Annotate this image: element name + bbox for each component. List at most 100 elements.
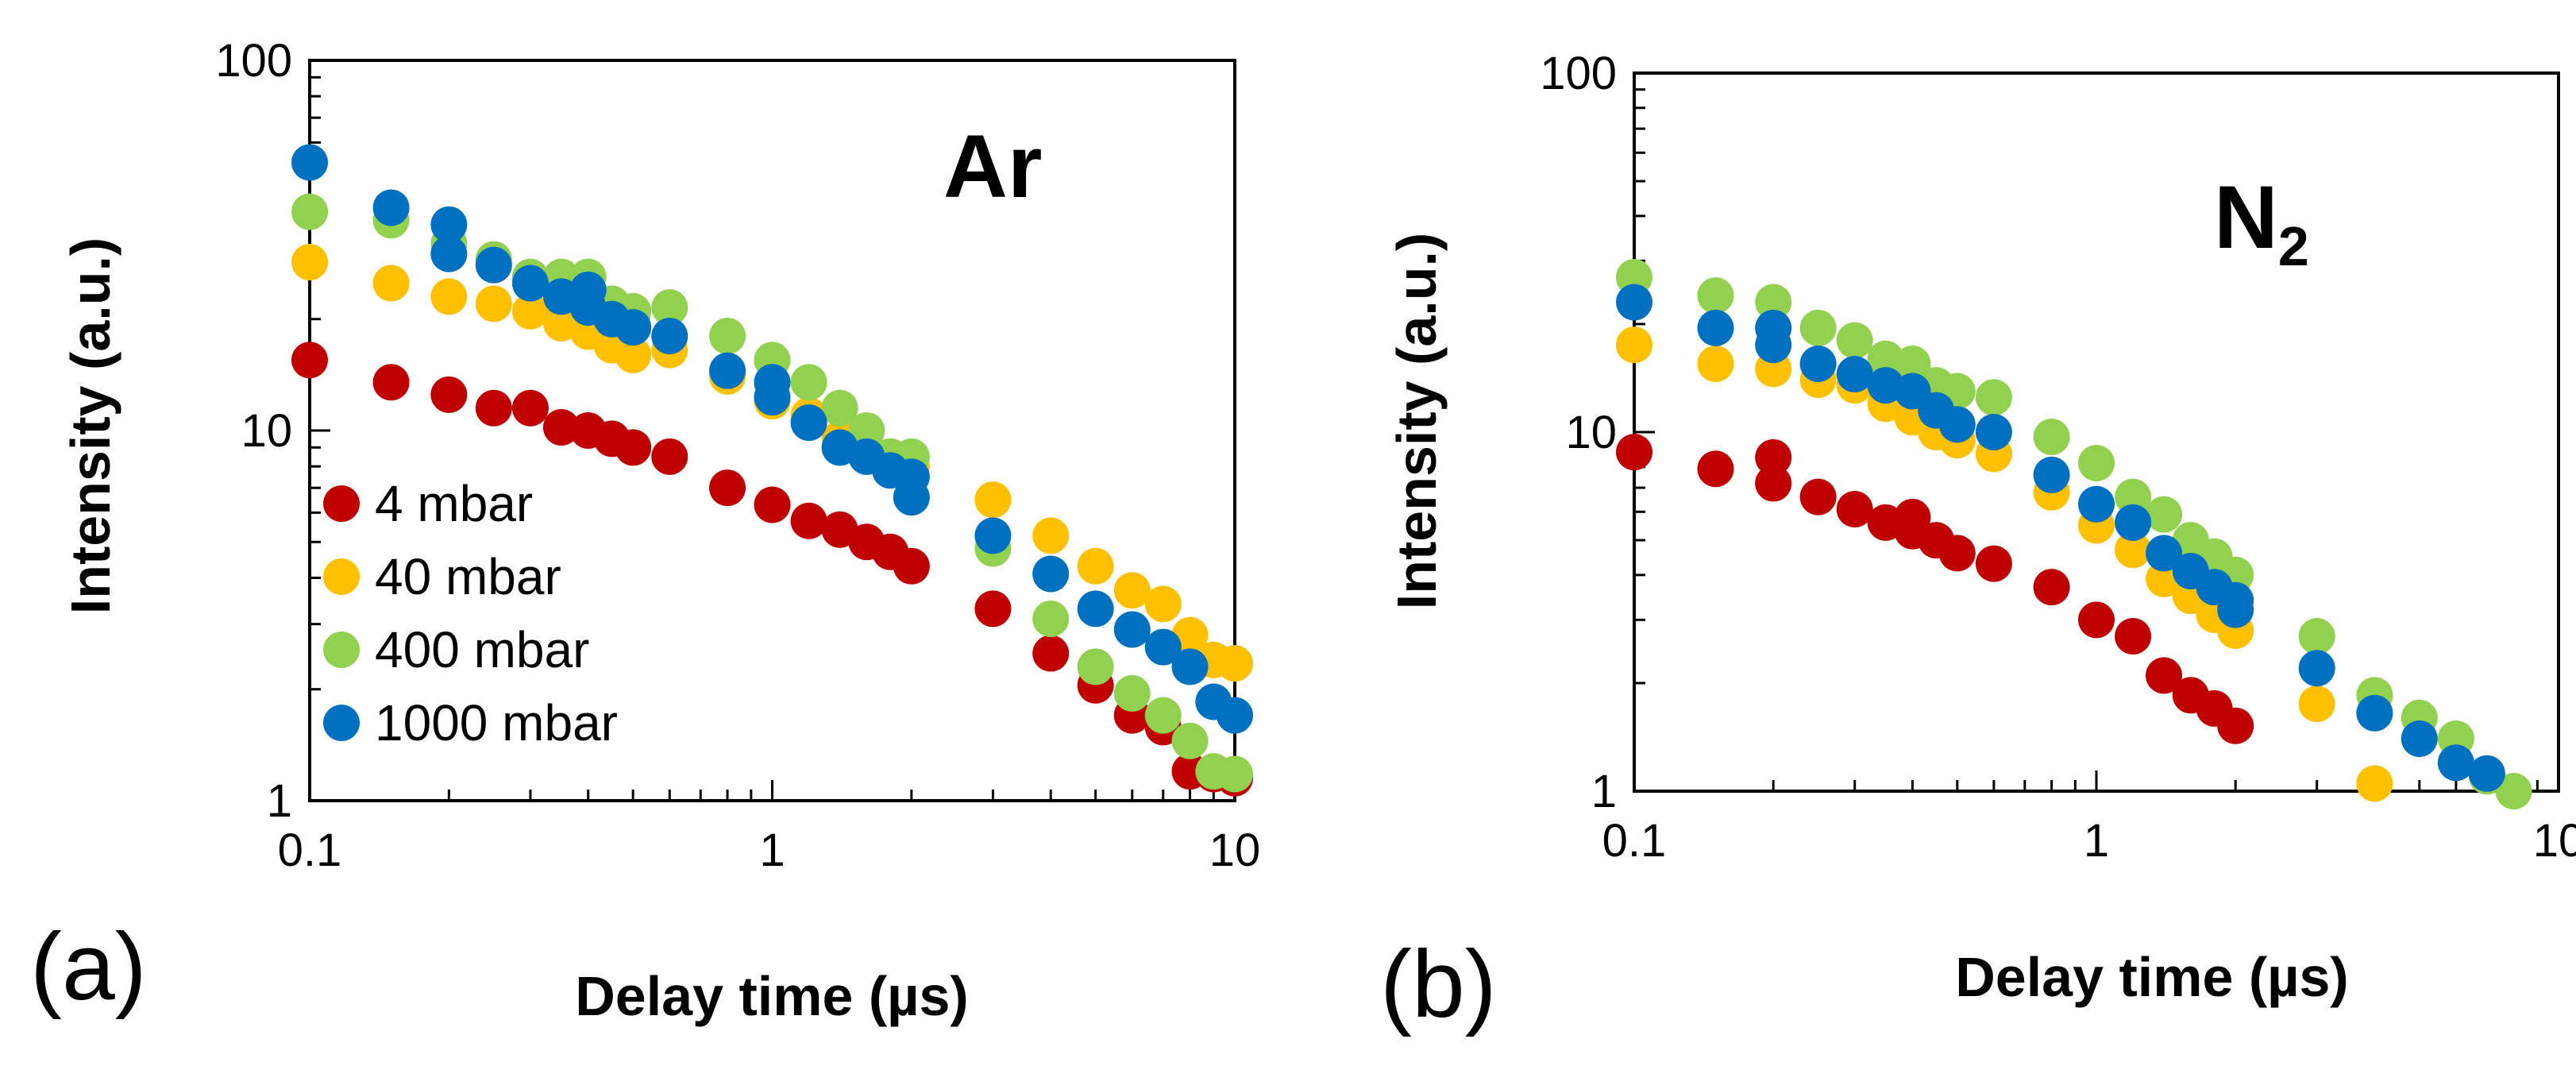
data-point-series-2 xyxy=(651,289,688,326)
data-point-series-3 xyxy=(2115,504,2152,541)
data-point-series-1 xyxy=(1032,517,1070,554)
legend-marker xyxy=(323,705,360,741)
legend-label: 400 mbar xyxy=(375,621,589,678)
data-point-series-3 xyxy=(511,265,549,302)
panel-label-a: (a) xyxy=(30,913,147,1020)
data-point-series-0 xyxy=(790,502,827,539)
data-point-series-0 xyxy=(372,364,410,401)
data-point-series-0 xyxy=(511,389,549,427)
data-point-series-0 xyxy=(2115,618,2152,655)
data-point-series-3 xyxy=(2033,456,2070,493)
data-point-series-3 xyxy=(1938,406,1976,443)
data-point-series-3 xyxy=(430,235,468,272)
data-point-series-3 xyxy=(475,246,512,284)
data-point-series-2 xyxy=(1077,648,1114,686)
data-point-series-2 xyxy=(1032,601,1070,638)
data-point-series-1 xyxy=(1616,326,1652,364)
data-point-series-0 xyxy=(1032,635,1070,672)
data-point-series-0 xyxy=(542,408,580,446)
data-point-series-2 xyxy=(1217,755,1253,793)
data-point-series-3 xyxy=(1836,356,1873,393)
panel-label-b: (b) xyxy=(1380,931,1497,1037)
chart-title-b-main: N xyxy=(2214,168,2278,267)
x-tick-label: 1 xyxy=(759,825,785,876)
data-point-series-3 xyxy=(1697,309,1734,346)
y-tick-label: 10 xyxy=(241,405,292,457)
data-point-series-3 xyxy=(2356,694,2393,732)
data-point-series-3 xyxy=(1755,326,1792,364)
data-point-series-1 xyxy=(1113,572,1151,609)
data-point-series-1 xyxy=(1697,345,1734,382)
data-point-series-3 xyxy=(430,206,468,243)
legend-label: 40 mbar xyxy=(375,548,561,605)
data-point-series-0 xyxy=(893,547,930,585)
data-point-series-0 xyxy=(1697,450,1734,488)
data-point-series-0 xyxy=(1799,478,1837,516)
data-point-series-2 xyxy=(1144,697,1182,734)
data-point-series-3 xyxy=(2078,485,2115,523)
data-point-series-3 xyxy=(1975,414,2012,450)
x-axis-label-b: Delay time (µs) xyxy=(1955,946,2349,1008)
legend-label: 4 mbar xyxy=(375,475,533,532)
data-point-series-3 xyxy=(2401,720,2438,757)
data-point-series-3 xyxy=(754,379,791,416)
data-point-series-1 xyxy=(974,481,1012,519)
data-point-series-2 xyxy=(2146,496,2183,533)
data-point-series-0 xyxy=(2146,657,2183,694)
data-point-series-3 xyxy=(1032,555,1070,593)
y-tick-label: 100 xyxy=(1540,48,1617,99)
data-point-series-2 xyxy=(2495,773,2532,809)
x-tick-label: 10 xyxy=(1209,825,1261,876)
chart-panel-b: (b) N2 Delay time (µs) Intensity (a.u.) … xyxy=(1380,48,2576,1037)
data-point-series-3 xyxy=(2146,535,2183,572)
chart-title-a: Ar xyxy=(943,117,1042,216)
data-point-series-2 xyxy=(1755,284,1792,321)
data-point-series-0 xyxy=(1755,465,1792,502)
data-point-series-2 xyxy=(2078,444,2115,481)
data-point-series-3 xyxy=(2437,744,2474,782)
data-point-series-3 xyxy=(1616,284,1652,321)
data-point-series-0 xyxy=(291,342,328,379)
data-point-series-0 xyxy=(430,376,468,413)
legend-label: 1000 mbar xyxy=(375,694,618,751)
data-point-series-2 xyxy=(1697,277,1734,315)
x-tick-label: 0.1 xyxy=(1602,815,1667,867)
data-point-series-0 xyxy=(754,486,791,523)
data-point-series-2 xyxy=(821,389,858,427)
data-point-series-3 xyxy=(651,318,688,355)
data-point-series-2 xyxy=(790,364,827,401)
data-point-series-1 xyxy=(2356,765,2393,802)
data-point-series-0 xyxy=(1938,535,1976,572)
data-point-series-1 xyxy=(615,336,652,373)
x-tick-label: 1 xyxy=(2084,815,2109,867)
data-point-series-1 xyxy=(430,278,468,315)
data-point-series-2 xyxy=(1836,322,1873,359)
data-point-series-3 xyxy=(2217,591,2254,628)
data-point-series-3 xyxy=(1799,345,1837,382)
x-axis-label-a: Delay time (µs) xyxy=(575,965,969,1027)
data-point-series-0 xyxy=(1836,491,1873,528)
data-point-series-2 xyxy=(2298,618,2335,655)
data-point-series-3 xyxy=(291,144,328,181)
y-axis-label-b: Intensity (a.u.) xyxy=(1386,233,1448,609)
data-point-series-2 xyxy=(291,193,328,230)
legend-marker xyxy=(323,485,360,522)
data-points-a xyxy=(291,144,1253,797)
data-point-series-0 xyxy=(974,590,1012,628)
data-point-series-3 xyxy=(1077,590,1114,628)
data-point-series-0 xyxy=(475,389,512,427)
y-tick-label: 1 xyxy=(267,775,292,827)
data-point-series-3 xyxy=(372,189,410,226)
data-point-series-2 xyxy=(1616,259,1652,296)
data-point-series-3 xyxy=(2298,650,2335,687)
legend-a: 4 mbar 40 mbar 400 mbar 1000 mbar xyxy=(323,475,618,751)
data-point-series-0 xyxy=(1616,434,1652,471)
data-point-series-2 xyxy=(2033,418,2070,455)
data-point-series-1 xyxy=(372,265,410,302)
data-point-series-1 xyxy=(1077,547,1114,585)
data-point-series-3 xyxy=(974,517,1012,554)
data-points-b xyxy=(1616,259,2532,809)
data-point-series-3 xyxy=(1113,611,1151,648)
